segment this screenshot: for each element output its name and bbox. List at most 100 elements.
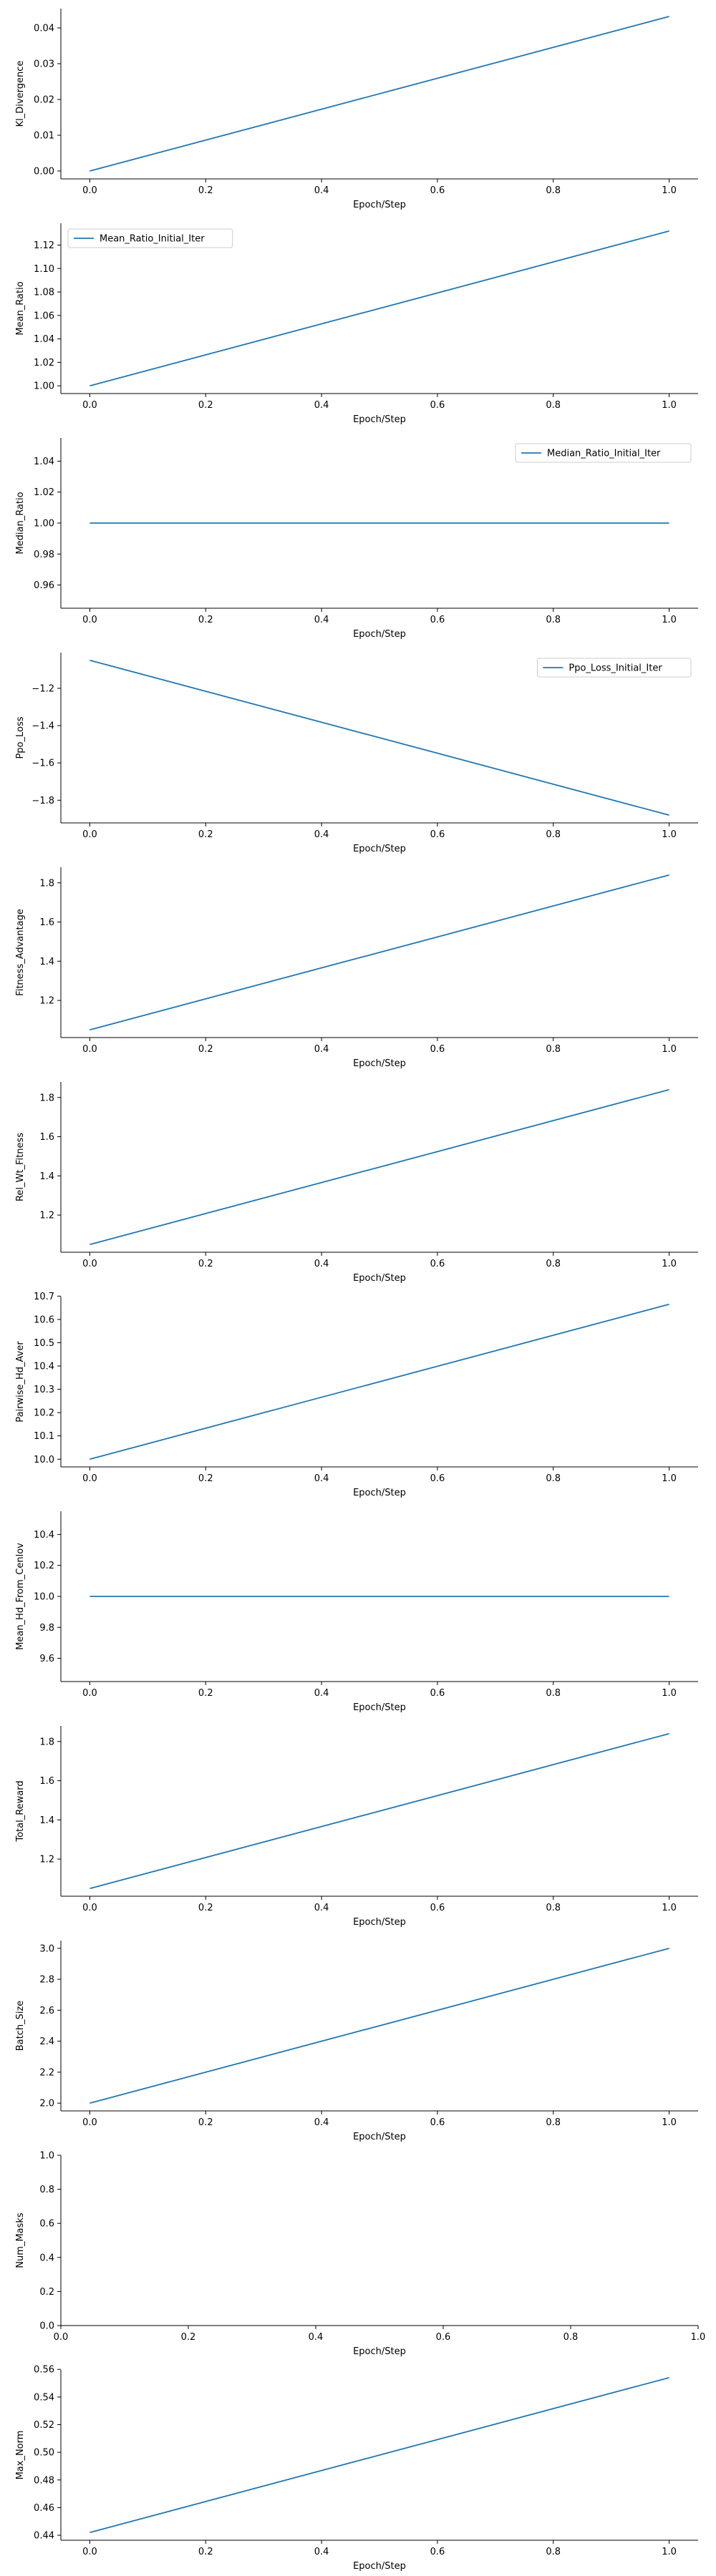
y-tick-label: 1.06 <box>34 311 54 321</box>
x-tick-label: 0.6 <box>430 185 445 196</box>
x-tick-label: 0.0 <box>82 2547 97 2557</box>
x-tick-label: 0.6 <box>430 829 445 840</box>
x-tick-label: 0.8 <box>546 1044 561 1055</box>
series-line <box>90 1303 669 1460</box>
x-tick-label: 1.0 <box>662 1903 677 1913</box>
y-tick-label: −1.8 <box>32 796 54 806</box>
y-tick-label: 10.1 <box>34 1431 54 1442</box>
x-tick-label: 0.8 <box>546 400 561 411</box>
chart-panel: 0.0 0.2 0.4 0.6 0.8 1.0 0.96 0.98 1.00 1.02 1.04 Ep… <box>15 438 698 640</box>
y-tick-label: −1.6 <box>32 758 54 769</box>
series-line <box>90 659 669 816</box>
y-axis-label: Rel_Wt_Fitness <box>15 1133 26 1201</box>
x-tick-label: 0.8 <box>546 2547 561 2557</box>
chart-panel: 0.0 0.2 0.4 0.6 0.8 1.0 2.0 2.2 2.4 2.6 2.8 3.0 Epoc… <box>15 1941 698 2142</box>
y-tick-label: 1.8 <box>39 878 54 889</box>
x-tick-label: 0.2 <box>198 400 213 411</box>
y-tick-label: 2.6 <box>39 2006 54 2016</box>
y-tick-label: 1.0 <box>39 2151 54 2162</box>
y-tick-label: 10.4 <box>34 1362 54 1372</box>
x-tick-label: 1.0 <box>662 829 677 840</box>
chart-panel: 0.0 0.2 0.4 0.6 0.8 1.0 0.00 0.01 0.02 0.03 0.04 Ep… <box>15 9 698 210</box>
legend-label: Mean_Ratio_Initial_Iter <box>100 234 205 245</box>
y-axis-label: Kl_Divergence <box>15 61 26 127</box>
x-tick-label: 0.4 <box>314 1044 329 1055</box>
x-tick-label: 0.0 <box>82 185 97 196</box>
x-axis-label: Epoch/Step <box>353 1917 406 1928</box>
legend-box <box>67 228 233 248</box>
series-line <box>90 1088 669 1246</box>
y-tick-label: 9.6 <box>39 1654 54 1664</box>
y-tick-label: 10.0 <box>34 1455 54 1465</box>
y-tick-label: 0.0 <box>39 2321 54 2332</box>
x-axis-label: Epoch/Step <box>353 2346 406 2357</box>
y-tick-label: 1.00 <box>34 519 54 530</box>
x-tick-label: 0.2 <box>198 1259 213 1269</box>
x-tick-label: 1.0 <box>662 1259 677 1269</box>
y-tick-label: 0.2 <box>39 2287 54 2298</box>
chart-panel: 0.0 0.2 0.4 0.6 0.8 1.0 1.2 1.4 1.6 1.8 Epoch/Step… <box>15 1726 698 1928</box>
x-axis-label: Epoch/Step <box>353 2561 406 2572</box>
chart-panel: 0.0 0.2 0.4 0.6 0.8 1.0 1.00 1.02 1.04 1.06 1.08 1.… <box>15 223 698 425</box>
chart-panel: 0.0 0.2 0.4 0.6 0.8 1.0 0.44 0.46 0.48 0.50 0.52 0.… <box>15 2365 698 2572</box>
y-tick-label: −1.2 <box>32 683 54 694</box>
y-tick-label: 1.4 <box>39 1171 54 1182</box>
x-tick-label: 0.4 <box>309 2332 324 2343</box>
x-tick-label: 1.0 <box>662 2117 677 2128</box>
y-axis-label: Ppo_Loss <box>15 716 26 758</box>
legend: Mean_Ratio_Initial_Iter <box>67 228 233 248</box>
x-tick-label: 0.6 <box>430 2547 445 2557</box>
legend-label: Median_Ratio_Initial_Iter <box>547 449 661 459</box>
x-tick-label: 0.0 <box>82 1259 97 1269</box>
series-line <box>90 1947 669 2104</box>
y-tick-label: 1.6 <box>39 1132 54 1143</box>
x-tick-label: 0.4 <box>314 400 329 411</box>
x-axis-label: Epoch/Step <box>353 844 406 854</box>
y-tick-label: 2.4 <box>39 2036 54 2047</box>
y-tick-label: 1.00 <box>34 381 54 392</box>
x-tick-label: 0.6 <box>430 1473 445 1484</box>
y-tick-label: 1.4 <box>39 1815 54 1826</box>
x-tick-label: 0.0 <box>82 1473 97 1484</box>
y-tick-label: 10.4 <box>34 1530 54 1541</box>
x-tick-label: 0.4 <box>314 615 329 625</box>
y-tick-label: 1.4 <box>39 957 54 967</box>
x-tick-label: 0.0 <box>54 2332 69 2343</box>
y-tick-label: 0.96 <box>34 580 54 591</box>
x-tick-label: 0.8 <box>546 185 561 196</box>
y-tick-label: 0.04 <box>34 24 54 34</box>
y-tick-label: 1.8 <box>39 1737 54 1747</box>
y-tick-label: −1.4 <box>32 721 54 732</box>
x-axis-label: Epoch/Step <box>353 1702 406 1713</box>
y-axis-label: Fitness_Advantage <box>15 909 26 996</box>
chart-panel: 0.0 0.2 0.4 0.6 0.8 1.0 1.2 1.4 1.6 1.8 Epoch/Step… <box>15 867 698 1069</box>
y-tick-label: 1.02 <box>34 487 54 498</box>
y-axis-label: Max_Norm <box>15 2431 26 2480</box>
y-tick-label: 2.0 <box>39 2099 54 2109</box>
x-tick-label: 0.4 <box>314 1903 329 1913</box>
y-tick-label: 1.2 <box>39 1211 54 1221</box>
x-tick-label: 0.2 <box>198 2117 213 2128</box>
y-tick-label: 0.46 <box>34 2503 54 2514</box>
x-tick-label: 0.6 <box>430 1259 445 1269</box>
y-tick-label: 0.50 <box>34 2448 54 2459</box>
y-tick-label: 1.2 <box>39 996 54 1007</box>
y-axis-label: Total_Reward <box>15 1780 26 1842</box>
x-tick-label: 0.2 <box>181 2332 196 2343</box>
x-tick-label: 0.2 <box>198 185 213 196</box>
x-tick-label: 0.4 <box>314 1688 329 1699</box>
x-tick-label: 0.2 <box>198 2547 213 2557</box>
x-tick-label: 0.4 <box>314 1259 329 1269</box>
y-tick-label: 10.0 <box>34 1592 54 1603</box>
y-axis-label: Num_Masks <box>15 2212 26 2268</box>
x-tick-label: 0.2 <box>198 1903 213 1913</box>
y-tick-label: 0.44 <box>34 2531 54 2542</box>
x-tick-label: 0.0 <box>82 2117 97 2128</box>
series-line <box>90 1732 669 1890</box>
x-tick-label: 0.4 <box>314 2547 329 2557</box>
x-tick-label: 1.0 <box>662 2547 677 2557</box>
x-tick-label: 1.0 <box>662 1688 677 1699</box>
y-tick-label: 1.12 <box>34 240 54 251</box>
x-axis-label: Epoch/Step <box>353 629 406 640</box>
